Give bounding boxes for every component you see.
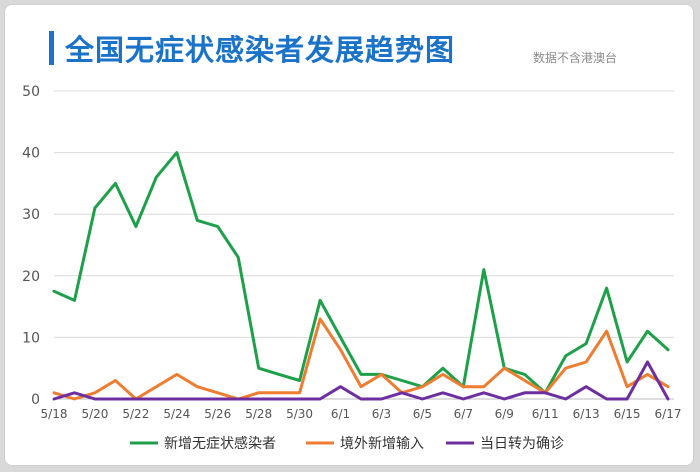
x-tick-label: 6/5 [413, 407, 432, 421]
x-tick-label: 6/3 [372, 407, 391, 421]
data-source-note: 数据不含港澳台 [533, 51, 618, 65]
x-tick-label: 5/18 [41, 407, 68, 421]
x-tick-label: 6/11 [532, 407, 559, 421]
x-tick-label: 5/30 [286, 407, 313, 421]
y-tick-label: 30 [22, 207, 40, 223]
legend-label-1: 新增无症状感染者 [164, 435, 276, 452]
x-tick-label: 5/28 [245, 407, 272, 421]
legend-label-3: 当日转为确诊 [480, 436, 564, 452]
x-tick-label: 6/13 [573, 407, 600, 421]
y-tick-label: 20 [22, 269, 40, 285]
chart-card: 全国无症状感染者发展趋势图 数据不含港澳台 [4, 4, 694, 466]
x-tick-label: 6/1 [331, 407, 350, 421]
x-tick-label: 5/20 [81, 407, 108, 421]
y-tick-label: 10 [22, 330, 40, 346]
x-tick-label: 5/22 [122, 407, 149, 421]
x-tick-label: 5/26 [204, 407, 231, 421]
title-accent-bar [49, 31, 54, 65]
x-tick-label: 6/17 [655, 407, 682, 421]
chart-title: 全国无症状感染者发展趋势图 [65, 33, 456, 67]
y-tick-label: 40 [22, 146, 40, 162]
series-line-1 [52, 151, 670, 395]
legend-label-2: 境外新增输入 [340, 436, 424, 452]
y-tick-label: 0 [31, 392, 40, 408]
x-tick-label: 6/9 [495, 407, 514, 421]
y-tick-label: 50 [22, 84, 40, 100]
series-line-2 [52, 317, 670, 401]
x-tick-label: 6/15 [614, 407, 641, 421]
series-line-3 [52, 360, 670, 401]
x-tick-label: 5/24 [163, 407, 190, 421]
x-tick-label: 6/7 [454, 407, 473, 421]
